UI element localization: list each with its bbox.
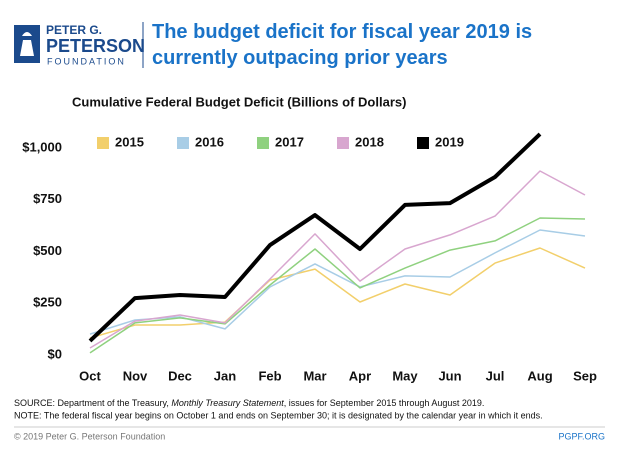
series-line [89, 217, 586, 354]
legend-swatch [337, 137, 349, 149]
x-tick-label: Feb [258, 368, 281, 383]
logo-text: FOUNDATION [47, 56, 126, 66]
x-tick-label: Dec [168, 368, 192, 383]
x-tick-label: Jun [438, 368, 461, 383]
logo-text: PETERSON [46, 36, 145, 56]
legend-label: 2017 [275, 134, 304, 149]
x-tick-label: Mar [303, 368, 326, 383]
x-tick-label: Aug [527, 368, 552, 383]
legend-label: 2016 [195, 134, 224, 149]
note: NOTE: The federal fiscal year begins on … [14, 410, 543, 420]
series-line [89, 229, 586, 335]
logo-text: PETER G. [46, 23, 102, 37]
x-tick-label: Nov [123, 368, 148, 383]
legend-label: 2018 [355, 134, 384, 149]
footer-left: © 2019 Peter G. Peterson Foundation [14, 431, 165, 441]
series-line [89, 247, 586, 339]
x-tick-label: Sep [573, 368, 597, 383]
x-tick-label: May [392, 368, 418, 383]
legend-label: 2019 [435, 134, 464, 149]
logo-torch [20, 32, 34, 56]
series-line [89, 170, 586, 349]
x-tick-label: Apr [349, 368, 371, 383]
legend-swatch [417, 137, 429, 149]
source-note: SOURCE: Department of the Treasury, Mont… [14, 398, 484, 408]
footer-right: PGPF.ORG [558, 431, 605, 441]
series-line [88, 132, 542, 343]
legend-swatch [257, 137, 269, 149]
y-tick-label: $1,000 [22, 139, 62, 154]
y-tick-label: $500 [33, 243, 62, 258]
legend-label: 2015 [115, 134, 144, 149]
y-tick-label: $750 [33, 191, 62, 206]
x-tick-label: Jan [214, 368, 236, 383]
x-tick-label: Oct [79, 368, 101, 383]
chart-subtitle: Cumulative Federal Budget Deficit (Billi… [72, 94, 406, 109]
legend-swatch [97, 137, 109, 149]
y-tick-label: $0 [48, 346, 62, 361]
y-tick-label: $250 [33, 295, 62, 310]
legend-swatch [177, 137, 189, 149]
x-tick-label: Jul [486, 368, 505, 383]
chart-title: The budget deficit for fiscal year 2019 … [152, 21, 538, 69]
